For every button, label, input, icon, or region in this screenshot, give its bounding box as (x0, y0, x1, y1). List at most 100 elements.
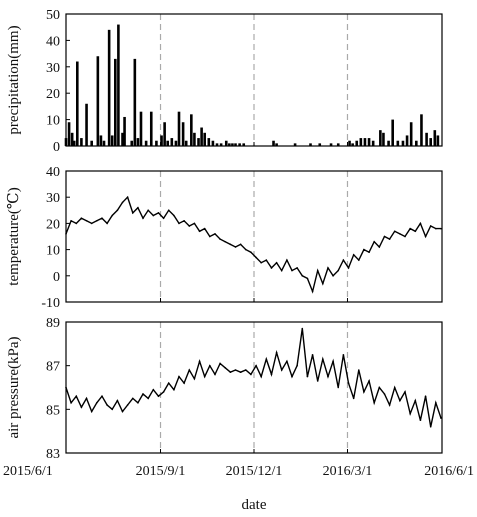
point-2015/8/10 (137, 401, 139, 404)
point-2015/9/9 (167, 382, 170, 384)
point-2016/1/7 (291, 269, 293, 272)
point-2016/4/26 (404, 391, 406, 393)
point-2016/4/26 (404, 235, 406, 238)
bar-2015/6/21 (85, 103, 88, 146)
point-2015/11/18 (239, 243, 242, 246)
point-2015/11/23 (244, 248, 247, 251)
point-2015/6/11 (75, 395, 78, 398)
point-2015/6/21 (85, 219, 88, 222)
bar-2015/11/13 (234, 143, 237, 146)
point-2016/4/16 (393, 386, 396, 389)
bar-2015/6/7 (70, 132, 74, 146)
point-2015/6/26 (90, 410, 93, 413)
ytick-label-10: 10 (46, 244, 60, 259)
point-2016/1/12 (296, 364, 298, 367)
bar-2015/7/5 (99, 135, 103, 146)
point-2015/7/21 (116, 209, 119, 212)
ytick-label-50: 50 (46, 8, 60, 23)
ytick-label-85: 85 (46, 403, 60, 418)
point-2015/9/19 (178, 375, 180, 378)
point-2015/12/13 (265, 358, 268, 360)
plot-frame (65, 170, 443, 303)
point-2015/10/24 (214, 233, 216, 235)
bar-2016/4/14 (391, 119, 394, 146)
point-2016/2/11 (327, 375, 329, 378)
bar-2015/10/30 (219, 143, 223, 146)
bar-2015/8/4 (130, 140, 134, 146)
precipitation-panel: 0 10 20 30 40 50 precipitation(mm) (6, 8, 443, 155)
point-2015/8/10 (137, 206, 139, 209)
bar-2016/5/7 (415, 140, 418, 146)
temperature-panel: -10 0 10 20 30 40 temperature(℃) (6, 165, 443, 311)
point-2016/3/7 (352, 397, 355, 400)
bar-2015/7/2 (96, 56, 100, 146)
bar-2015/10/22 (211, 140, 215, 146)
bar-2015/8/28 (155, 140, 158, 146)
point-2015/7/11 (106, 222, 108, 225)
bar-2015/10/26 (215, 143, 219, 146)
point-2016/5/21 (429, 426, 432, 428)
bar-2015/12/20 (272, 140, 275, 146)
bar-2015/8/7 (133, 58, 137, 146)
point-2015/8/20 (147, 209, 149, 212)
point-2015/8/30 (157, 395, 160, 398)
ytick-label-89: 89 (46, 316, 60, 331)
bar-2016/1/10 (293, 143, 297, 146)
bar-2016/5/2 (409, 122, 413, 146)
point-2016/2/26 (342, 259, 345, 261)
ytick-label-0: 0 (53, 140, 60, 155)
point-2015/6/11 (75, 222, 78, 225)
point-2016/2/26 (342, 353, 345, 356)
point-2015/9/14 (173, 214, 175, 217)
bar-2015/9/8 (166, 140, 170, 146)
point-2015/9/14 (173, 388, 175, 391)
bar-2016/5/12 (420, 114, 423, 146)
y-axis-title: temperature(℃) (6, 187, 22, 285)
xtick-label-2015/12/1: 2015/12/1 (226, 464, 283, 479)
bar-2015/11/21 (242, 143, 246, 146)
point-2016/3/17 (363, 391, 365, 393)
bar-2016/4/28 (405, 135, 409, 146)
point-2016/2/1 (316, 269, 319, 272)
bar-2016/5/17 (425, 132, 428, 146)
point-2015/7/21 (116, 399, 119, 402)
point-2016/5/31 (440, 227, 442, 230)
point-2015/7/31 (126, 196, 129, 198)
bar-2015/7/19 (114, 58, 117, 146)
point-2016/3/22 (368, 380, 370, 382)
bar-2016/3/18 (363, 138, 367, 146)
bar-2016/2/3 (318, 143, 322, 146)
ytick-label-0: 0 (53, 270, 60, 285)
point-2015/11/13 (234, 246, 237, 248)
point-2016/5/21 (429, 225, 432, 227)
bar-2015/6/26 (90, 140, 93, 146)
point-2015/8/30 (157, 212, 160, 214)
point-2015/12/8 (260, 261, 262, 264)
bar-2016/1/25 (309, 143, 312, 146)
point-2016/5/1 (409, 227, 411, 230)
point-2015/10/14 (203, 375, 206, 378)
point-2016/4/11 (388, 238, 391, 240)
point-2016/5/16 (424, 395, 427, 398)
bar-2016/3/22 (367, 138, 371, 146)
point-2015/12/3 (255, 256, 257, 259)
bar-2015/11/10 (231, 143, 234, 146)
bar-2016/3/10 (355, 140, 359, 146)
bar-2015/9/5 (163, 122, 166, 146)
point-2015/10/9 (198, 230, 201, 233)
point-2015/8/5 (131, 212, 134, 214)
point-2015/6/21 (85, 397, 88, 400)
bar-2015/6/16 (80, 138, 83, 146)
bar-2015/8/13 (139, 111, 143, 146)
point-2016/5/26 (435, 227, 437, 230)
point-2015/6/6 (70, 219, 72, 222)
bar-2015/8/10 (136, 138, 140, 146)
bar-2015/6/12 (76, 61, 79, 146)
point-2015/9/4 (162, 391, 165, 393)
point-2016/5/26 (435, 401, 437, 404)
x-axis-title: date (242, 497, 267, 513)
point-2016/2/16 (332, 360, 334, 363)
point-2015/9/29 (188, 369, 191, 371)
bar-2015/11/7 (228, 143, 231, 146)
